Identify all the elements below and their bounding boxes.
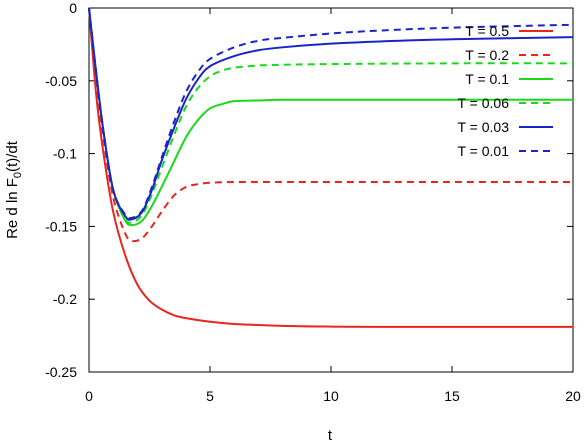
tick-marks — [88, 7, 574, 373]
x-axis-label: t — [328, 427, 333, 443]
x-tick-label: 0 — [85, 388, 93, 404]
x-tick-label: 15 — [444, 388, 460, 404]
y-axis-label-tail: (t)/dt — [4, 140, 21, 172]
y-axis-label-main: Re d ln F — [4, 178, 21, 239]
y-tick-label: 0 — [69, 0, 77, 16]
x-tick-label: 20 — [565, 388, 581, 404]
y-tick-label: -0.15 — [45, 218, 77, 234]
x-tick-label: 10 — [323, 388, 339, 404]
y-axis-label-subscript: 0 — [12, 172, 24, 178]
legend-label-0: T = 0.5 — [465, 23, 509, 39]
series-line-0 — [88, 7, 573, 328]
y-axis-label: Re d ln F0(t)/dt — [4, 140, 24, 239]
series-line-3 — [88, 7, 574, 224]
x-tick-label: 5 — [206, 388, 214, 404]
series-lines — [88, 7, 574, 328]
legend-label-1: T = 0.2 — [465, 47, 509, 63]
legend-label-3: T = 0.06 — [457, 95, 509, 111]
y-tick-label: -0.1 — [53, 146, 77, 162]
legend-label-4: T = 0.03 — [457, 119, 509, 135]
series-line-2 — [88, 7, 573, 227]
series-line-5 — [88, 7, 574, 220]
y-tick-label: -0.25 — [45, 364, 77, 380]
legend: T = 0.5 T = 0.2 T = 0.1 T = 0.06 T = 0.03 T =… — [457, 23, 553, 159]
tick-labels: 0 5 10 15 20 0 -0.05 -0.1 -0.15 -0.2 -0.25 — [45, 0, 581, 404]
y-tick-label: -0.05 — [45, 73, 77, 89]
y-tick-label: -0.2 — [53, 291, 77, 307]
legend-label-2: T = 0.1 — [465, 71, 509, 87]
legend-label-5: T = 0.01 — [457, 143, 509, 159]
